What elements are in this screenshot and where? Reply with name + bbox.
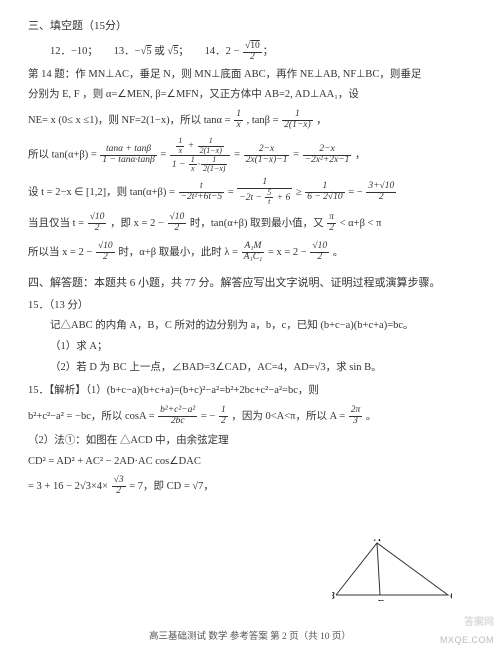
q14-line5: 设 t = 2−x ∈ [1,2]，则 tan(α+β) = t−2t²+6t−… (28, 178, 472, 207)
q14-l3c: ， (316, 115, 327, 126)
frac-l5-3: 16 − 2√10 (305, 182, 344, 203)
q14-l3a: NE= x (0≤ x ≤1)，则 NF=2(1−x)，所以 tanα = (28, 115, 233, 126)
frac-s3: 2−x2x(1−x)−1 (244, 145, 290, 166)
q14-l7b: 时，α+β 取最小，此时 λ = (118, 247, 240, 258)
frac-l6-1: √102 (88, 213, 107, 234)
section4-title: 四、解答题：本题共 6 小题，共 77 分。解答应写出文字说明、证明过程或演算步… (28, 275, 472, 293)
q15-l2c: ，因为 0<A<π，所以 A = (231, 411, 347, 422)
q14-eq2: = (234, 150, 243, 161)
q12-14-answers: 12．−10； 13．−√5 或 √5； 14．2 − √102； (28, 42, 472, 63)
q14-l3b: , tanβ = (247, 115, 282, 126)
frac-l7-1: √102 (96, 242, 115, 263)
frac-sqrt3-2: √32 (112, 476, 126, 497)
q14-l6b: ，即 x = 2 − (110, 218, 166, 229)
q14-eq3: = (293, 150, 302, 161)
frac-1x: 1x (234, 110, 243, 131)
q15-sol-head: 15．【解析】（1）(b+c−a)(b+c+a)=(b+c)²−a²=b²+2b… (28, 383, 472, 400)
q14-l7a: 所以当 x = 2 − (28, 247, 95, 258)
q14-l6c: 时，tan(α+β) 取到最小值，又 (190, 218, 326, 229)
q14-l5eq: = (228, 187, 237, 198)
q14-l5eq3: = − (348, 187, 365, 198)
frac-2pi3: 2π3 (349, 406, 363, 427)
triangle-svg: A B D C (332, 539, 452, 601)
watermark-cn: 答案网 (464, 615, 494, 631)
q15-sol-l2: b²+c²−a² = −bc，所以 cosA = b²+c²−a²2bc = −… (28, 404, 472, 429)
svg-text:A: A (373, 539, 381, 544)
frac-l7-2: A₁MA₁C₁ (242, 242, 265, 263)
svg-text:B: B (332, 590, 335, 601)
q14-eq1: = (160, 150, 169, 161)
svg-text:D: D (376, 598, 385, 601)
frac-l6-2: √102 (168, 213, 187, 234)
q14-l5a: 设 t = 2−x ∈ [1,2]，则 tan(α+β) = (28, 187, 178, 198)
frac-l5-1: t−2t²+6t−5 (179, 182, 225, 203)
frac-s4: 2−x−2x²+2x−1 (303, 145, 352, 166)
q15-p1: 记△ABC 的内角 A，B，C 所对的边分别为 a，b，c，已知 (b+c−a)… (28, 318, 472, 335)
q14-l6a: 当且仅当 t = (28, 218, 87, 229)
frac-l6-3: π2 (327, 213, 336, 234)
svg-text:C: C (450, 590, 452, 601)
q15-l2b: = − (201, 411, 218, 422)
q15-l5a: = 3 + 16 − 2√3×4× (28, 481, 108, 492)
frac-l5-2: 1−2t − 5t + 6 (237, 178, 292, 207)
section3-title: 三、填空题（15分） (28, 18, 472, 36)
page-footer: 高三基础测试 数学 参考答案 第 2 页（共 10 页） (0, 630, 500, 645)
q14-l7d: 。 (333, 247, 344, 258)
q15-sol-l5: = 3 + 16 − 2√3×4× √32 = 7，即 CD = √7， (28, 474, 472, 499)
q14-l5eq2: ≥ (296, 187, 304, 198)
q15-sol-l4: CD² = AD² + AC² − 2AD·AC cos∠DAC (28, 454, 472, 471)
q15-sub2: （2）若 D 为 BC 上一点，∠BAD=3∠CAD，AC=4，AD=√3，求 … (28, 360, 472, 377)
q14-l6d: < α+β < π (340, 218, 382, 229)
frac-1-2-1mx: 12(1−x) (282, 110, 312, 131)
q15-l2d: 。 (366, 411, 377, 422)
q14-line3: NE= x (0≤ x ≤1)，则 NF=2(1−x)，所以 tanα = 1x… (28, 108, 472, 133)
frac-big1: tanα + tanβ1 − tanα·tanβ (100, 145, 156, 166)
frac-big2: 1x + 12(1−x) 1 − 1x·12(1−x) (170, 137, 231, 174)
q15-l2a: b²+c²−a² = −bc，所以 cosA = (28, 411, 157, 422)
triangle-diagram: A B D C (332, 539, 452, 601)
frac-l5-4: 3+√102 (366, 182, 396, 203)
q14-line1: 第 14 题：作 MN⊥AC，垂足 N，则 MN⊥底面 ABC，再作 NE⊥AB… (28, 67, 472, 84)
frac-half: 12 (219, 406, 228, 427)
frac-l7-3: √102 (310, 242, 329, 263)
answers-text: 12．−10； 13．−√5 或 √5； 14．2 − √102； (50, 46, 273, 57)
q14-l4a: 所以 tan(α+β) = (28, 150, 99, 161)
q15-l5b: = 7，即 CD = √7， (129, 481, 214, 492)
q15-sol-l3: （2）法①：如图在 △ACD 中，由余弦定理 (28, 433, 472, 450)
q14-line7: 所以当 x = 2 − √102 时，α+β 取最小，此时 λ = A₁MA₁C… (28, 240, 472, 265)
q14-line4: 所以 tan(α+β) = tanα + tanβ1 − tanα·tanβ =… (28, 137, 472, 174)
q15-sub1: （1）求 A； (28, 339, 472, 356)
q14-l4c: ， (355, 150, 366, 161)
q14-line6: 当且仅当 t = √102 ，即 x = 2 − √102 时，tan(α+β)… (28, 211, 472, 236)
q14-l7c: = x = 2 − (268, 247, 309, 258)
frac-cosA: b²+c²−a²2bc (158, 406, 197, 427)
watermark-url: MXQE.COM (440, 633, 494, 647)
q14-line2: 分别为 E, F ，则 α=∠MEN, β=∠MFN，又正方体中 AB=2, A… (28, 87, 472, 104)
q15-head: 15．（13 分） (28, 298, 472, 315)
